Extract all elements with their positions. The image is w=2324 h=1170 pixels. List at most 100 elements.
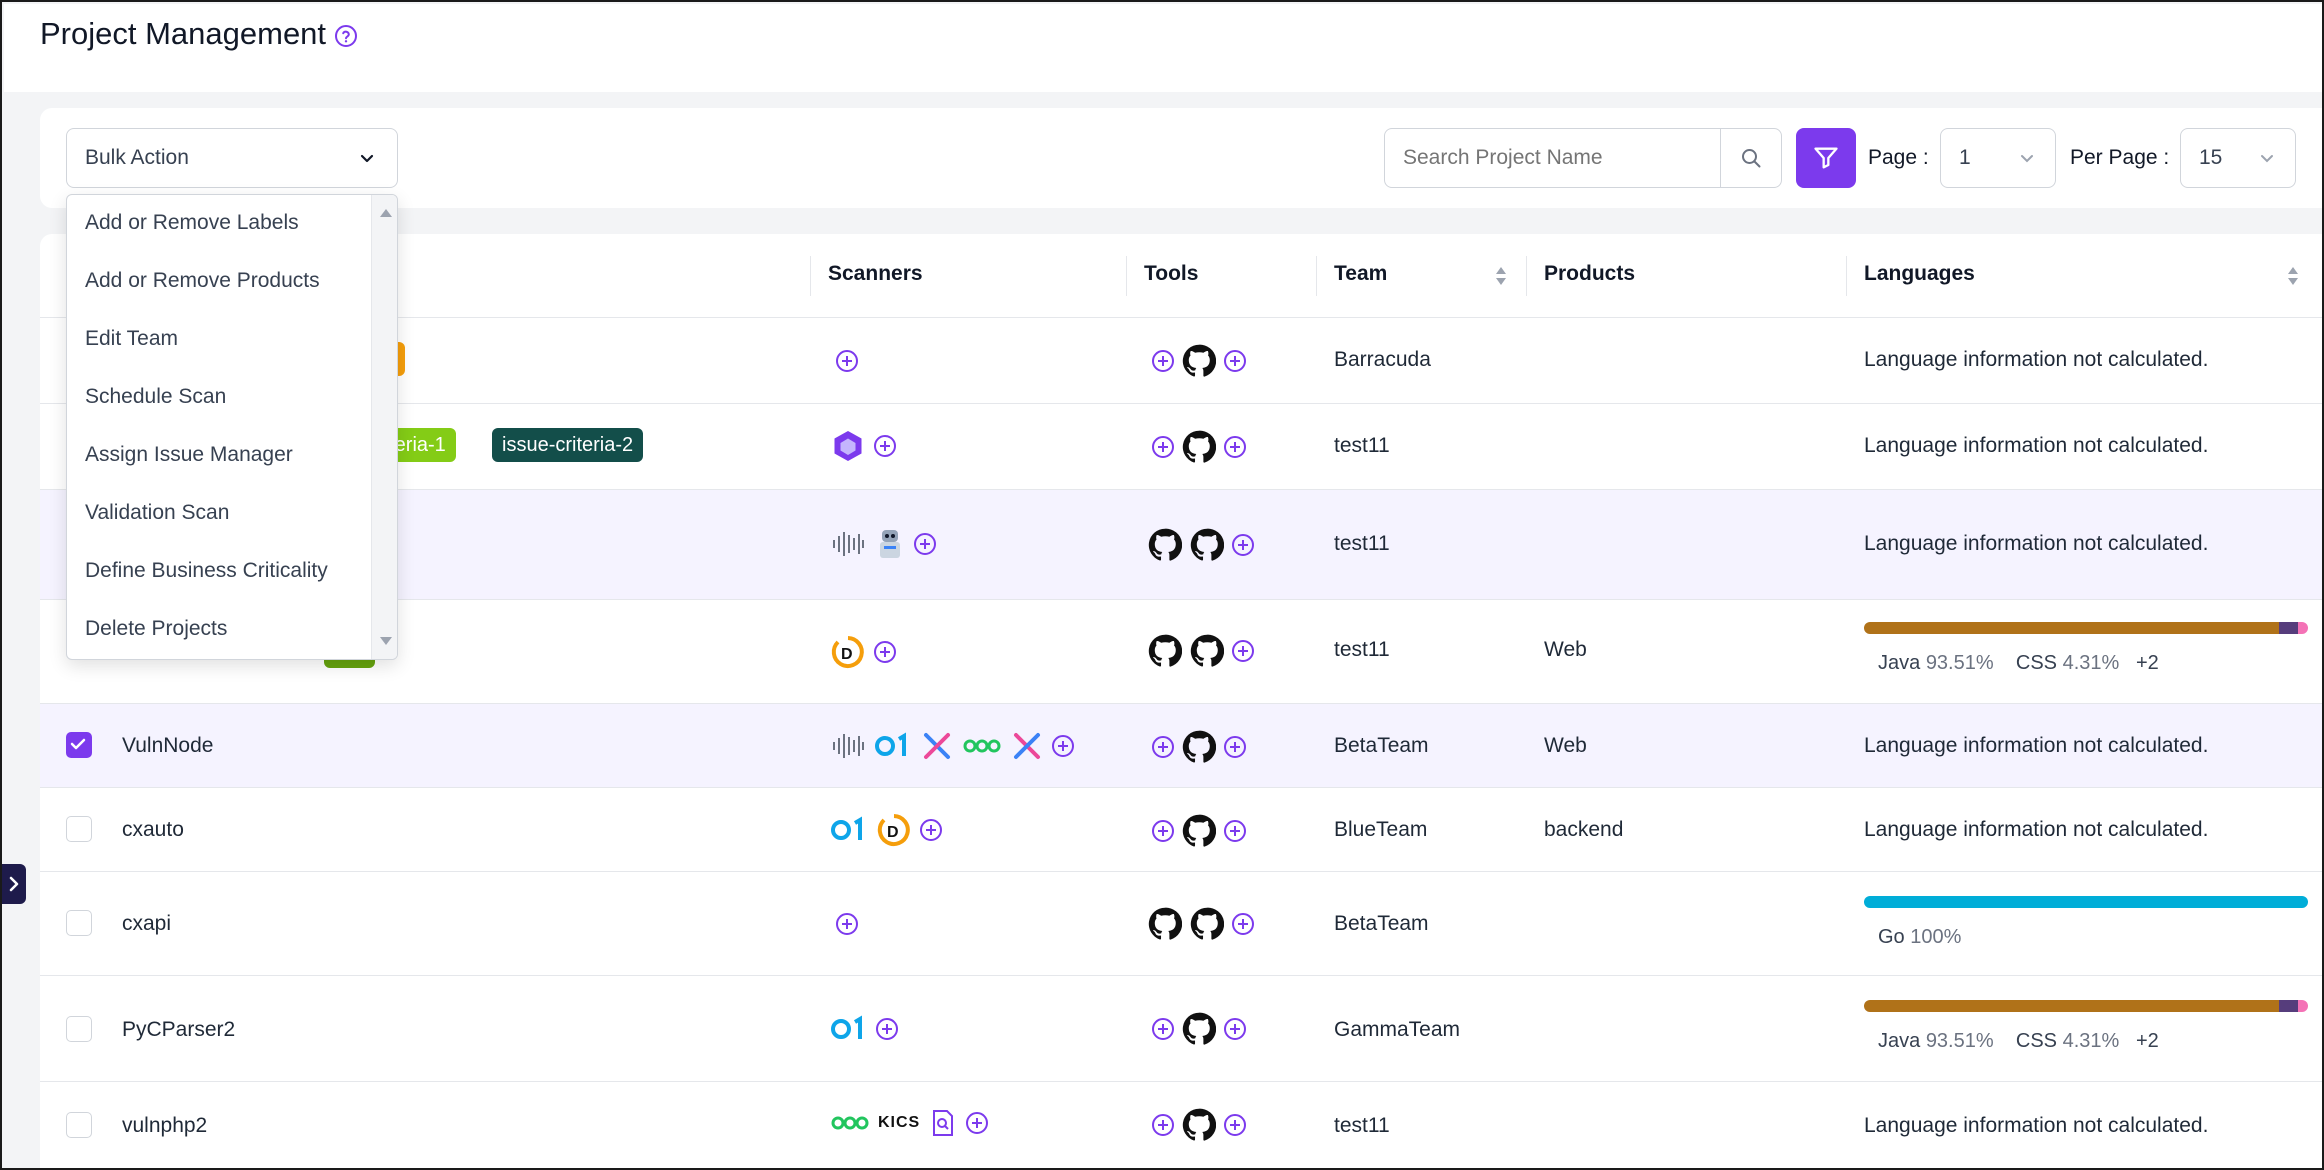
more-languages[interactable]: +2 <box>2135 652 2159 674</box>
scroll-down-icon[interactable] <box>380 637 392 645</box>
row-checkbox[interactable] <box>66 1112 92 1138</box>
menu-item-schedule-scan[interactable]: Schedule Scan <box>85 385 227 408</box>
github-icon <box>1190 634 1224 667</box>
add-tool-icon[interactable] <box>1152 736 1174 758</box>
add-scanner-icon[interactable] <box>914 533 936 555</box>
language-bar <box>1864 896 2308 908</box>
github-icon <box>1148 634 1182 667</box>
column-languages[interactable]: Languages <box>1864 262 1975 285</box>
menu-item-delete-projects[interactable]: Delete Projects <box>85 617 228 640</box>
add-tool-icon[interactable] <box>1232 534 1254 556</box>
menu-item-assign-issue-manager[interactable]: Assign Issue Manager <box>85 443 293 466</box>
table-row[interactable]: VulnNode BetaTeam Web Language informati… <box>40 704 2322 788</box>
per-page-value: 15 <box>2199 146 2223 169</box>
tools-cell <box>1152 430 1246 464</box>
row-checkbox[interactable] <box>66 816 92 842</box>
menu-scrollbar[interactable] <box>371 195 397 659</box>
add-tool-icon[interactable] <box>1224 1114 1246 1136</box>
row-checkbox[interactable] <box>66 1016 92 1042</box>
add-tool-icon[interactable] <box>1224 1018 1246 1040</box>
per-page-label: Per Page : <box>2070 146 2170 169</box>
github-icon <box>1182 814 1216 847</box>
language-percent: 93.51% <box>1925 1030 1994 1052</box>
sidebar-expand-button[interactable] <box>2 864 26 904</box>
add-tool-icon[interactable] <box>1152 1018 1174 1040</box>
github-icon <box>1148 528 1182 561</box>
add-scanner-icon[interactable] <box>876 1018 898 1040</box>
projects-table: Scanners Tools Team Products Languages n… <box>40 234 2322 1168</box>
o1-scanner-icon <box>831 816 862 840</box>
github-icon <box>1182 344 1216 377</box>
add-scanner-icon[interactable] <box>966 1112 989 1134</box>
project-name[interactable]: PyCParser2 <box>122 1018 236 1041</box>
add-tool-icon[interactable] <box>1224 736 1246 758</box>
add-tool-icon[interactable] <box>1224 350 1246 372</box>
add-scanner-icon[interactable] <box>836 913 858 935</box>
language-cell: Language information not calculated. <box>1864 818 2209 841</box>
team-cell: BlueTeam <box>1334 818 1428 841</box>
filter-button[interactable] <box>1796 128 1856 188</box>
menu-item-add-remove-labels[interactable]: Add or Remove Labels <box>85 211 299 234</box>
kics-scanner-icon: KICS <box>878 1114 921 1131</box>
table-row[interactable]: test11 Language information not calculat… <box>40 490 2322 600</box>
table-header: Scanners Tools Team Products Languages <box>40 234 2322 318</box>
add-tool-icon[interactable] <box>1152 436 1174 458</box>
column-scanners[interactable]: Scanners <box>828 262 923 285</box>
project-name[interactable]: cxauto <box>122 818 184 841</box>
bulk-action-label: Bulk Action <box>85 146 189 169</box>
github-icon <box>1190 528 1224 561</box>
table-row[interactable]: vulnphp2 KICS test11 Language informatio… <box>40 1082 2322 1166</box>
github-icon <box>1182 1108 1216 1141</box>
row-checkbox[interactable] <box>66 732 92 758</box>
project-name[interactable]: cxapi <box>122 912 172 935</box>
project-name[interactable]: vulnphp2 <box>122 1114 208 1137</box>
table-row[interactable]: PyCParser2 GammaTeam Java 93.51% CSS <box>40 976 2322 1082</box>
language-bar-other <box>2298 622 2308 634</box>
sort-icon[interactable] <box>1494 264 1508 288</box>
language-legend: Java 93.51% CSS 4.31% +2 <box>1878 1030 2159 1053</box>
add-scanner-icon[interactable] <box>874 641 896 663</box>
add-tool-icon[interactable] <box>1152 820 1174 842</box>
add-tool-icon[interactable] <box>1152 1114 1174 1136</box>
add-scanner-icon[interactable] <box>874 435 896 457</box>
help-icon[interactable] <box>334 24 358 48</box>
team-cell: GammaTeam <box>1334 1018 1461 1041</box>
bulk-action-select[interactable]: Bulk Action <box>66 128 398 188</box>
page-select[interactable]: 1 <box>1940 128 2056 188</box>
add-scanner-icon[interactable] <box>1052 735 1074 757</box>
products-cell: Web <box>1544 734 1587 757</box>
language-percent: 93.51% <box>1925 652 1994 674</box>
column-divider <box>810 256 811 296</box>
column-team[interactable]: Team <box>1334 262 1388 285</box>
add-tool-icon[interactable] <box>1224 436 1246 458</box>
search-input[interactable] <box>1384 128 1740 188</box>
menu-item-add-remove-products[interactable]: Add or Remove Products <box>85 269 320 292</box>
menu-item-edit-team[interactable]: Edit Team <box>85 327 178 350</box>
column-products[interactable]: Products <box>1544 262 1636 285</box>
waveform-scanner-icon <box>833 532 864 556</box>
add-scanner-icon[interactable] <box>920 819 942 841</box>
search-button[interactable] <box>1720 128 1782 188</box>
add-scanner-icon[interactable] <box>836 350 858 372</box>
add-tool-icon[interactable] <box>1224 820 1246 842</box>
language-bar-go <box>1864 896 2308 908</box>
github-icon <box>1182 430 1216 463</box>
check-icon <box>70 738 86 750</box>
language-name: Go <box>1878 926 1905 948</box>
table-row[interactable]: cxapi BetaTeam Go 100% <box>40 872 2322 976</box>
per-page-select[interactable]: 15 <box>2180 128 2296 188</box>
table-row[interactable]: cxauto D BlueTeam backend Language infor… <box>40 788 2322 872</box>
add-tool-icon[interactable] <box>1232 640 1254 662</box>
menu-item-define-business-criticality[interactable]: Define Business Criticality <box>85 559 328 582</box>
column-tools[interactable]: Tools <box>1144 262 1199 285</box>
project-name[interactable]: VulnNode <box>122 734 214 757</box>
menu-item-validation-scan[interactable]: Validation Scan <box>85 501 230 524</box>
scroll-up-icon[interactable] <box>380 209 392 217</box>
table-row[interactable]: riteria-1 issue-criteria-2 test11 Langua… <box>40 404 2322 490</box>
row-checkbox[interactable] <box>66 910 92 936</box>
more-languages[interactable]: +2 <box>2135 1030 2159 1052</box>
sort-icon[interactable] <box>2286 264 2300 288</box>
add-tool-icon[interactable] <box>1232 913 1254 935</box>
add-tool-icon[interactable] <box>1152 350 1174 372</box>
